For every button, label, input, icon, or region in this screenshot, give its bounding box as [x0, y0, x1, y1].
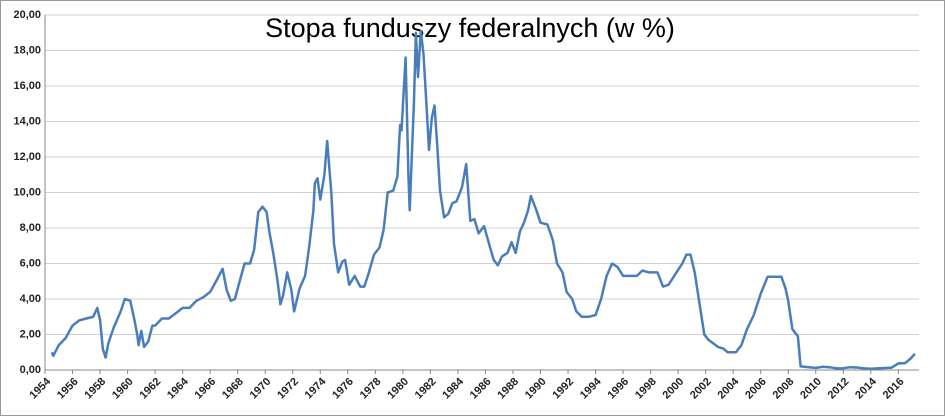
line [50, 29, 916, 371]
y-tick-label: 14,00 [13, 115, 41, 127]
y-tick-label: 20,00 [13, 9, 41, 21]
y-tick-label: 2,00 [20, 328, 41, 340]
y-tick-label: 18,00 [13, 44, 41, 56]
y-tick-label: 0,00 [20, 364, 41, 376]
y-tick-label: 8,00 [20, 222, 41, 234]
chart-title: Stopa funduszy federalnych (w %) [265, 13, 675, 43]
y-tick-label: 10,00 [13, 186, 41, 198]
y-tick-label: 6,00 [20, 257, 41, 269]
y-tick-label: 12,00 [13, 151, 41, 163]
y-tick-label: 16,00 [13, 80, 41, 92]
y-tick-label: 4,00 [20, 293, 41, 305]
